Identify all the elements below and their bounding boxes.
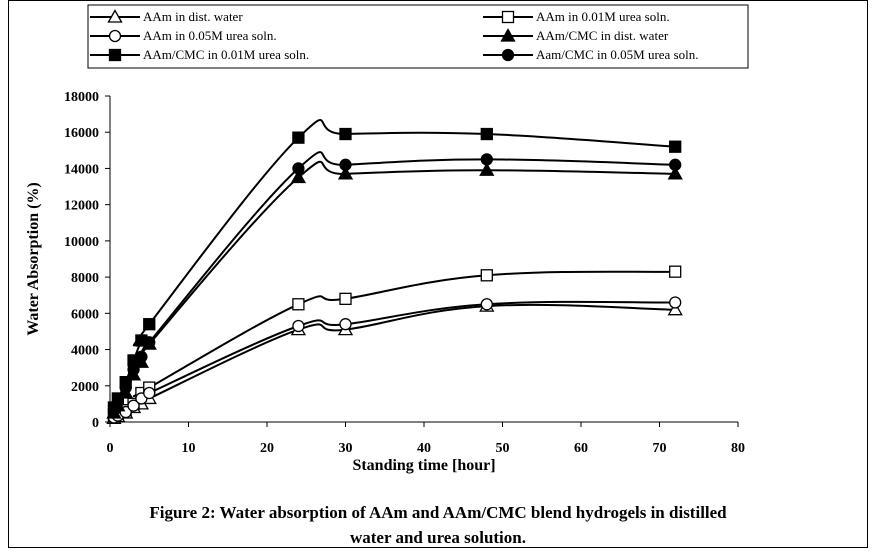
data-point (337, 166, 354, 180)
data-point (292, 162, 305, 175)
series-line-2 (113, 270, 676, 418)
y-tick-label: 4000 (71, 344, 99, 359)
series-line-1 (113, 303, 676, 420)
legend-marker (501, 10, 515, 24)
x-tick-label: 30 (339, 441, 353, 456)
data-point (480, 153, 493, 166)
data-point (292, 131, 305, 144)
figure-caption: Figure 2: Water absorption of AAm and AA… (8, 500, 868, 550)
data-point (143, 336, 156, 349)
y-tick-label: 2000 (71, 380, 99, 395)
data-point (339, 318, 352, 331)
data-point (669, 265, 682, 278)
data-point (667, 166, 683, 180)
legend: AAm in dist. water AAm in 0.01M urea soln… (87, 4, 749, 69)
data-point (339, 292, 352, 305)
y-tick-label: 0 (92, 416, 99, 431)
data-point (143, 386, 156, 400)
data-point (292, 319, 305, 333)
data-point (479, 162, 495, 176)
y-tick-label: 18000 (64, 90, 99, 105)
series-markers (106, 127, 683, 425)
x-tick-label: 60 (574, 441, 588, 456)
caption-line-2: water and urea solution. (349, 528, 526, 547)
data-point (143, 318, 156, 331)
line-chart: AAm in dist. water AAm in 0.01M urea soln… (25, 4, 749, 474)
caption-line-1: Figure 2: Water absorption of AAm and AA… (149, 503, 727, 522)
x-tick-label: 80 (731, 441, 745, 456)
x-tick-label: 10 (182, 441, 196, 456)
data-point (480, 127, 493, 141)
ticks: 0 10 20 30 40 50 60 70 80 0 2000 4000 6000 8000 10000 1… (64, 90, 745, 456)
data-point (669, 140, 682, 153)
legend-marker (500, 28, 516, 42)
data-point (119, 381, 132, 394)
series-line-5 (113, 119, 676, 408)
legend-label: AAm/CMC in 0.01M urea soln. (143, 47, 309, 62)
legend-label: AAm in 0.05M urea soln. (143, 28, 277, 43)
series-lines (113, 119, 676, 420)
legend-marker (501, 48, 515, 62)
data-point (290, 169, 307, 184)
data-point (111, 395, 124, 409)
data-point (667, 301, 683, 316)
x-tick-label: 70 (653, 441, 667, 456)
y-tick-label: 16000 (64, 126, 99, 141)
x-axis-label: Standing time [hour] (352, 457, 495, 474)
data-point (292, 298, 305, 311)
legend-label: Aam/CMC in 0.05M urea soln. (536, 47, 699, 62)
legend-marker (108, 29, 122, 43)
y-tick-label: 10000 (64, 235, 99, 250)
x-tick-label: 50 (496, 441, 510, 456)
data-point (480, 298, 493, 311)
y-tick-label: 8000 (71, 271, 99, 286)
data-point (480, 269, 493, 282)
legend-label: AAm/CMC in dist. water (536, 28, 669, 43)
x-tick-label: 20 (260, 441, 274, 456)
data-point (669, 296, 682, 309)
data-point (669, 158, 682, 171)
data-point (339, 127, 352, 141)
y-tick-label: 6000 (71, 307, 99, 322)
y-tick-label: 14000 (64, 162, 99, 177)
legend-label: AAm in dist. water (143, 9, 243, 24)
data-point (339, 158, 352, 171)
figure-frame (8, 0, 868, 548)
legend-label: AAm in 0.01M urea soln. (536, 9, 670, 24)
y-axis-label: Water Absorption (%) (25, 182, 42, 335)
data-point (127, 363, 140, 376)
legend-marker (108, 48, 122, 62)
x-tick-label: 40 (417, 441, 431, 456)
x-tick-label: 0 (107, 441, 114, 456)
legend-box (87, 4, 749, 69)
data-point (135, 350, 148, 363)
legend-marker (107, 9, 123, 23)
data-point (127, 399, 140, 412)
y-tick-label: 12000 (64, 199, 99, 214)
